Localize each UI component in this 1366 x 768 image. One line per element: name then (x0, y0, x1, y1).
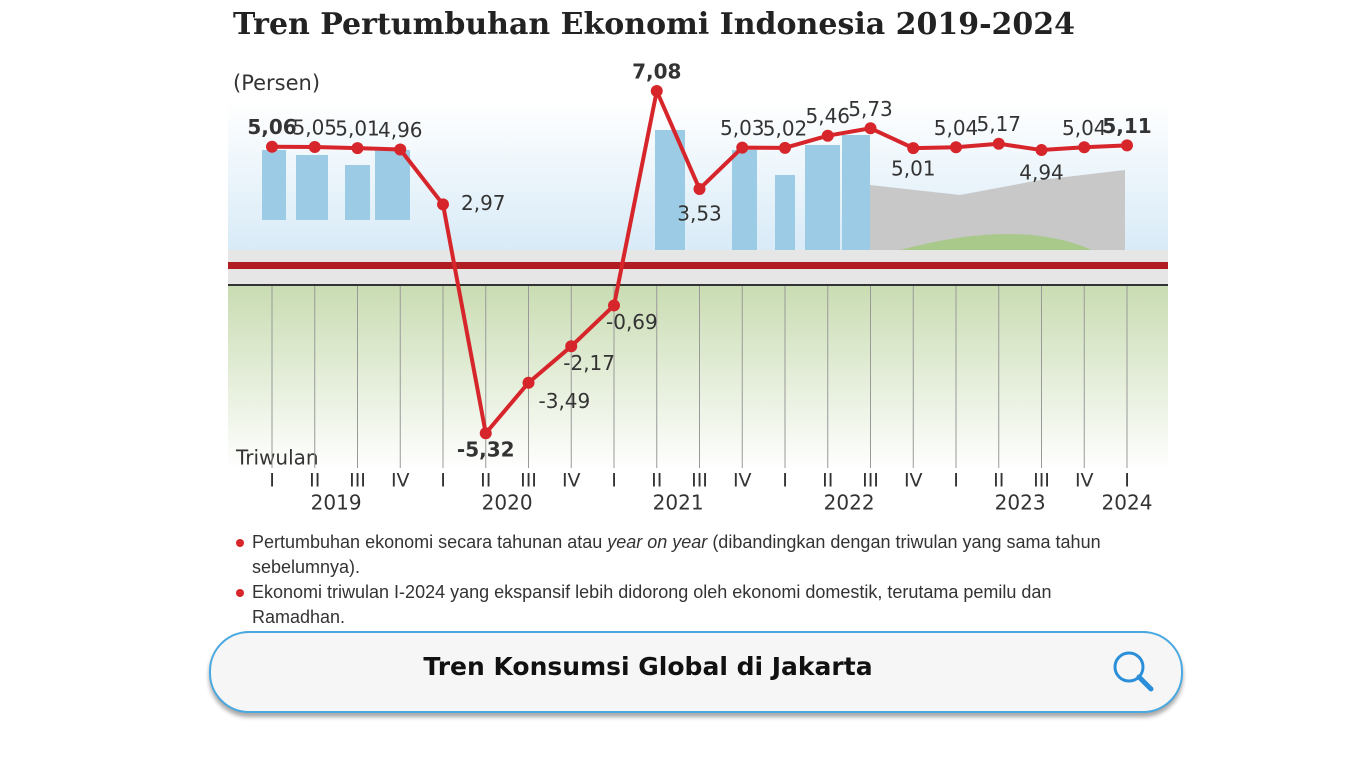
value-label: 2,97 (461, 191, 506, 215)
point (479, 427, 492, 440)
value-label: 7,08 (632, 59, 681, 83)
point (864, 122, 877, 135)
ground (228, 285, 1168, 470)
year-label: 2024 (1102, 491, 1153, 515)
point (608, 299, 620, 312)
point (565, 340, 578, 353)
value-label: 5,03 (720, 116, 765, 140)
year-label: 2023 (995, 491, 1046, 515)
note: Pertumbuhan ekonomi secara tahunan atau … (236, 530, 1116, 580)
value-label: 5,05 (292, 116, 337, 140)
value-label: 5,06 (247, 115, 296, 139)
value-label: 3,53 (677, 201, 722, 225)
x-tick-label: II (651, 470, 662, 492)
train-stripe (228, 262, 1168, 269)
search-icon[interactable] (1109, 647, 1159, 697)
y-axis-label: (Persen) (233, 71, 320, 95)
value-label: -2,17 (563, 351, 615, 375)
point (351, 142, 364, 155)
x-tick-label: IV (1075, 470, 1094, 492)
value-label: -0,69 (606, 310, 658, 334)
x-tick-label: I (782, 470, 788, 492)
value-label: -3,49 (539, 389, 591, 413)
point (394, 143, 407, 156)
value-label: 5,02 (763, 116, 808, 140)
x-tick-label: IV (733, 470, 752, 492)
point (779, 141, 791, 154)
point (522, 376, 535, 389)
year-label: 2019 (311, 491, 362, 515)
value-label: 5,17 (976, 112, 1021, 136)
note-text: year on year (607, 532, 708, 552)
point (1035, 144, 1048, 157)
x-tick-label: IV (391, 470, 410, 492)
value-label: 5,01 (891, 157, 936, 181)
x-tick-label: I (269, 470, 275, 492)
year-label: 2021 (653, 491, 704, 515)
point (1078, 141, 1091, 154)
point (437, 198, 449, 211)
chart: Tren Pertumbuhan Ekonomi Indonesia 2019-… (228, 7, 1168, 515)
value-label: 5,73 (848, 97, 893, 121)
x-tick-label: II (480, 470, 491, 492)
x-tick-label: III (1033, 470, 1050, 492)
point (907, 142, 920, 155)
x-tick-label: III (862, 470, 879, 492)
point (266, 140, 278, 153)
x-tick-label: III (349, 470, 366, 492)
x-tick-label: III (691, 470, 708, 492)
note: Ekonomi triwulan I-2024 yang ekspansif l… (236, 580, 1116, 630)
x-tick-label: I (611, 470, 617, 492)
x-tick-label: IV (904, 470, 923, 492)
point (1121, 139, 1133, 152)
point (650, 84, 663, 97)
point (821, 129, 834, 142)
x-tick-label: II (309, 470, 320, 492)
point (693, 182, 706, 195)
year-label: 2020 (482, 491, 533, 515)
note-text: (dibandingkan dengan triwulan yang sama … (252, 532, 1101, 577)
year-label: 2022 (824, 491, 875, 515)
search-bar[interactable]: Tren Konsumsi Global di Jakarta (209, 631, 1183, 713)
value-label: 4,94 (1019, 161, 1064, 185)
value-label: 5,04 (1062, 116, 1107, 140)
x-tick-label: I (1124, 470, 1130, 492)
value-label: 5,11 (1102, 114, 1151, 138)
value-label: 5,46 (805, 104, 850, 128)
value-label: 5,04 (934, 116, 979, 140)
value-label: -5,32 (457, 438, 515, 462)
search-query: Tren Konsumsi Global di Jakarta (423, 652, 873, 681)
point (992, 137, 1005, 150)
point (950, 141, 962, 154)
value-label: 4,96 (378, 118, 423, 142)
value-label: 5,01 (335, 117, 380, 141)
point (308, 141, 321, 154)
x-tick-label: II (993, 470, 1004, 492)
x-tick-label: III (520, 470, 537, 492)
building (870, 170, 1125, 250)
notes: Pertumbuhan ekonomi secara tahunan atau … (236, 530, 1116, 630)
point (736, 141, 749, 154)
x-tick-label: IV (562, 470, 581, 492)
x-axis-label: Triwulan (235, 446, 319, 470)
x-tick-label: I (440, 470, 446, 492)
skyline (262, 130, 870, 250)
chart-title: Tren Pertumbuhan Ekonomi Indonesia 2019-… (233, 7, 1075, 42)
x-tick-label: II (822, 470, 833, 492)
note-text: Pertumbuhan ekonomi secara tahunan atau (252, 532, 608, 552)
x-tick-label: I (953, 470, 959, 492)
